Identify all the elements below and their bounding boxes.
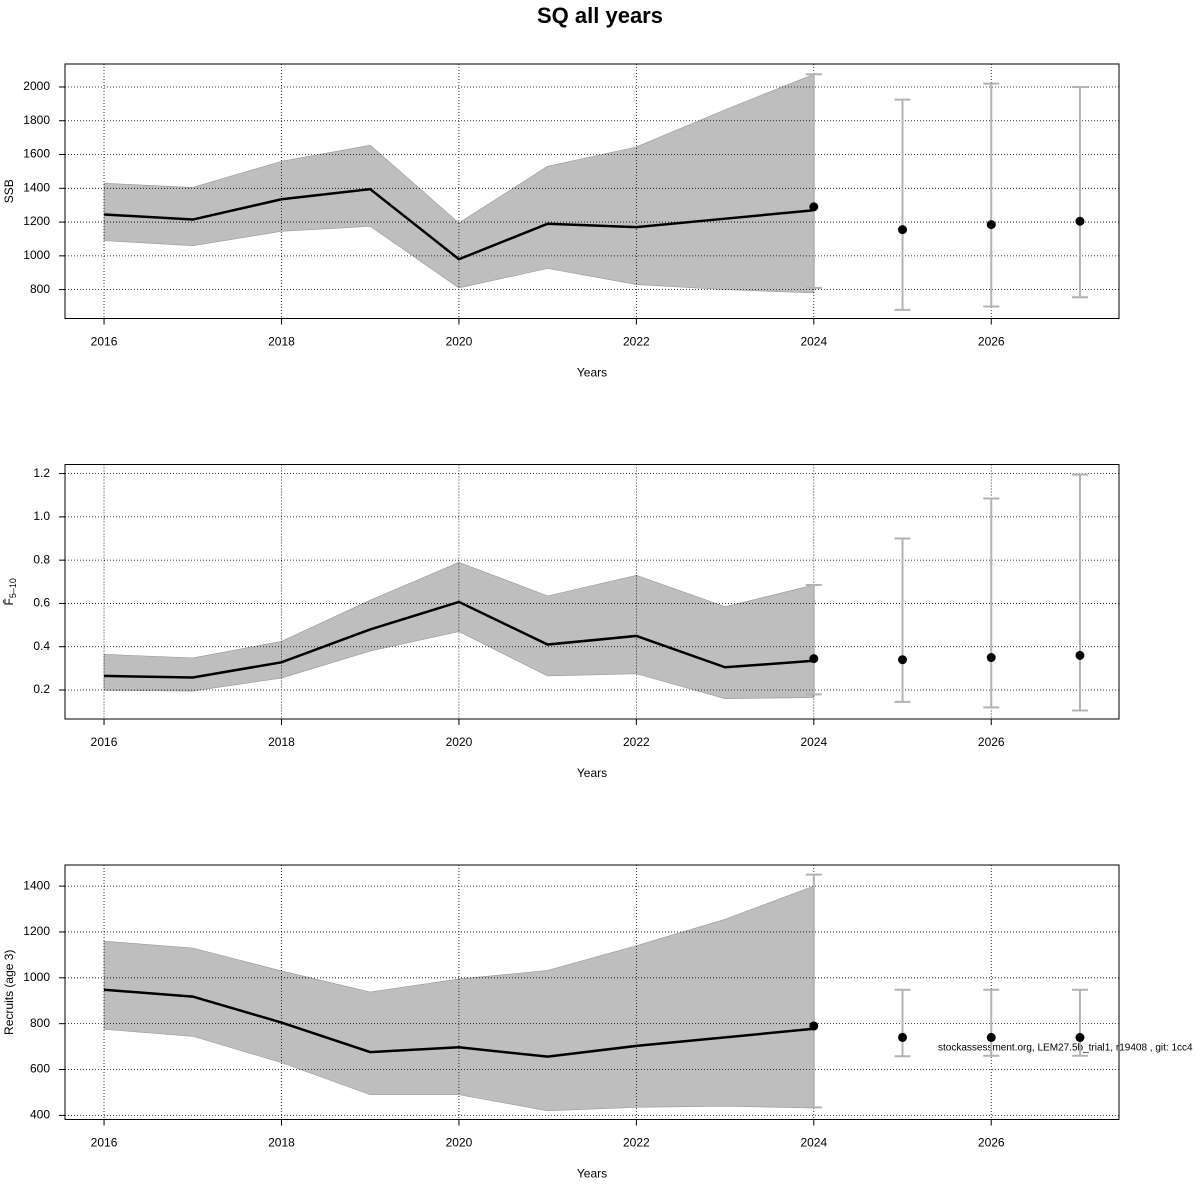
y-tick-label: 1800 bbox=[23, 113, 50, 127]
x-tick-label: 2016 bbox=[91, 335, 118, 349]
x-tick-label: 2022 bbox=[623, 735, 650, 749]
point bbox=[1075, 650, 1085, 660]
y-tick-label: 1400 bbox=[23, 878, 50, 892]
y-tick-label: 0.2 bbox=[33, 682, 50, 696]
point bbox=[809, 1021, 819, 1031]
x-tick-label: 2016 bbox=[91, 1136, 118, 1150]
y-tick-label: 1.0 bbox=[33, 509, 50, 523]
point bbox=[986, 1032, 996, 1042]
y-axis-label-main: F̄ bbox=[2, 598, 16, 605]
x-tick-label: 2018 bbox=[268, 1136, 295, 1150]
y-tick-label: 800 bbox=[30, 1016, 50, 1030]
y-axis-label: SSB bbox=[2, 179, 16, 203]
estimate-line bbox=[103, 187, 814, 261]
plot-frame bbox=[64, 464, 1120, 720]
estimate-line bbox=[103, 988, 814, 1058]
y-tick-label: 0.4 bbox=[33, 639, 50, 653]
x-tick-label: 2026 bbox=[978, 735, 1005, 749]
plot-frame bbox=[64, 864, 1120, 1120]
y-tick-label: 1200 bbox=[23, 214, 50, 228]
y-axis-label-subscript: 5–10 bbox=[8, 578, 18, 598]
point bbox=[898, 1032, 908, 1042]
x-tick-label: 2026 bbox=[978, 335, 1005, 349]
x-tick-label: 2018 bbox=[268, 335, 295, 349]
x-tick-label: 2022 bbox=[623, 335, 650, 349]
y-axis-label: Recruits (age 3) bbox=[2, 950, 16, 1035]
y-tick-label: 1600 bbox=[23, 147, 50, 161]
y-tick-label: 2000 bbox=[23, 79, 50, 93]
plot-frame bbox=[64, 63, 1120, 319]
x-tick-label: 2016 bbox=[91, 735, 118, 749]
point bbox=[1075, 216, 1085, 226]
point bbox=[1075, 1032, 1085, 1042]
x-tick-label: 2018 bbox=[268, 735, 295, 749]
point bbox=[986, 220, 996, 230]
y-tick-label: 1400 bbox=[23, 180, 50, 194]
y-tick-label: 1000 bbox=[23, 248, 50, 262]
x-axis-label: Years bbox=[577, 1167, 607, 1181]
point bbox=[898, 655, 908, 665]
y-tick-label: 600 bbox=[30, 1062, 50, 1076]
y-axis-label: F̄5–10 bbox=[2, 578, 18, 605]
point bbox=[809, 202, 819, 212]
x-tick-label: 2024 bbox=[800, 735, 827, 749]
point bbox=[898, 225, 908, 235]
estimate-line bbox=[104, 600, 814, 679]
x-tick-label: 2022 bbox=[623, 1136, 650, 1150]
y-tick-label: 0.8 bbox=[33, 552, 50, 566]
x-tick-label: 2020 bbox=[446, 1136, 473, 1150]
x-tick-label: 2020 bbox=[446, 335, 473, 349]
x-tick-label: 2024 bbox=[800, 335, 827, 349]
x-axis-label: Years bbox=[577, 766, 607, 780]
x-tick-label: 2020 bbox=[446, 735, 473, 749]
point bbox=[986, 653, 996, 663]
y-tick-label: 0.6 bbox=[33, 596, 50, 610]
point bbox=[809, 654, 819, 664]
y-tick-label: 400 bbox=[30, 1108, 50, 1122]
y-tick-label: 1200 bbox=[23, 924, 50, 938]
y-tick-label: 800 bbox=[30, 282, 50, 296]
x-tick-label: 2024 bbox=[800, 1136, 827, 1150]
x-axis-label: Years bbox=[577, 366, 607, 380]
figure-title: SQ all years bbox=[537, 3, 663, 28]
footnote: stockassessment.org, LEM27.5b_trial1, r1… bbox=[938, 1043, 1193, 1054]
x-tick-label: 2026 bbox=[978, 1136, 1005, 1150]
y-tick-label: 1.2 bbox=[33, 466, 50, 480]
y-tick-label: 1000 bbox=[23, 970, 50, 984]
